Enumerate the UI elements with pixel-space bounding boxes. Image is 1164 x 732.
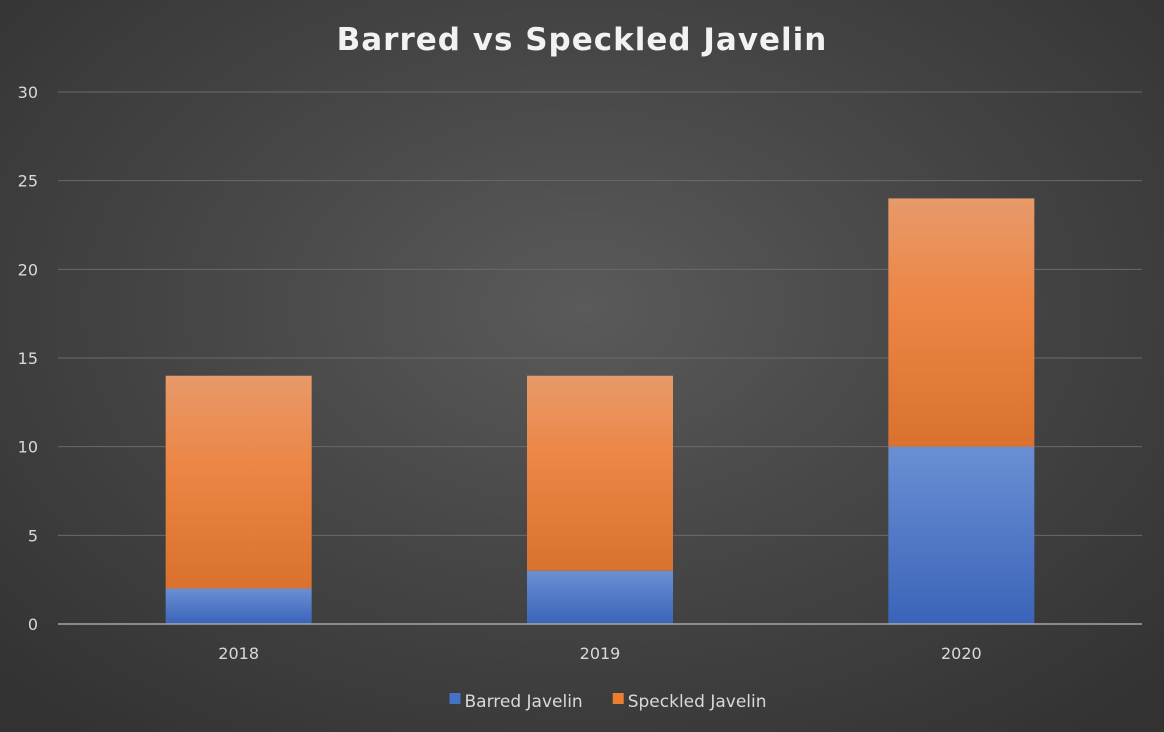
y-tick-label: 0 <box>28 615 38 634</box>
bar-speckled-javelin-2018 <box>165 375 312 589</box>
y-axis-tick-labels: 0 5 10 15 20 25 30 <box>18 83 38 634</box>
legend-label: Speckled Javelin <box>628 692 767 712</box>
bar-barred-javelin-2020 <box>888 446 1035 624</box>
bar-speckled-javelin-2020 <box>888 198 1035 447</box>
y-tick-label: 20 <box>18 260 38 279</box>
legend-swatch <box>449 693 461 704</box>
bar-barred-javelin-2018 <box>165 588 312 624</box>
y-tick-label: 25 <box>18 172 38 191</box>
y-tick-label: 30 <box>18 83 38 102</box>
chart-title: Barred vs Speckled Javelin <box>337 22 828 58</box>
legend-label: Barred Javelin <box>465 692 583 712</box>
bar-barred-javelin-2019 <box>527 570 673 624</box>
x-tick-label: 2020 <box>941 644 982 663</box>
bar-speckled-javelin-2019 <box>527 375 673 571</box>
legend-item: Speckled Javelin <box>612 692 767 712</box>
x-axis-tick-labels: 2018 2019 2020 <box>218 644 981 663</box>
bars <box>165 198 1035 624</box>
legend-item: Barred Javelin <box>449 692 583 712</box>
x-tick-label: 2018 <box>218 644 259 663</box>
y-tick-label: 15 <box>18 349 38 368</box>
legend-swatch <box>612 693 624 704</box>
y-tick-label: 10 <box>18 438 38 457</box>
y-tick-label: 5 <box>28 526 38 545</box>
x-tick-label: 2019 <box>580 644 621 663</box>
legend: Barred Javelin Speckled Javelin <box>449 692 767 712</box>
